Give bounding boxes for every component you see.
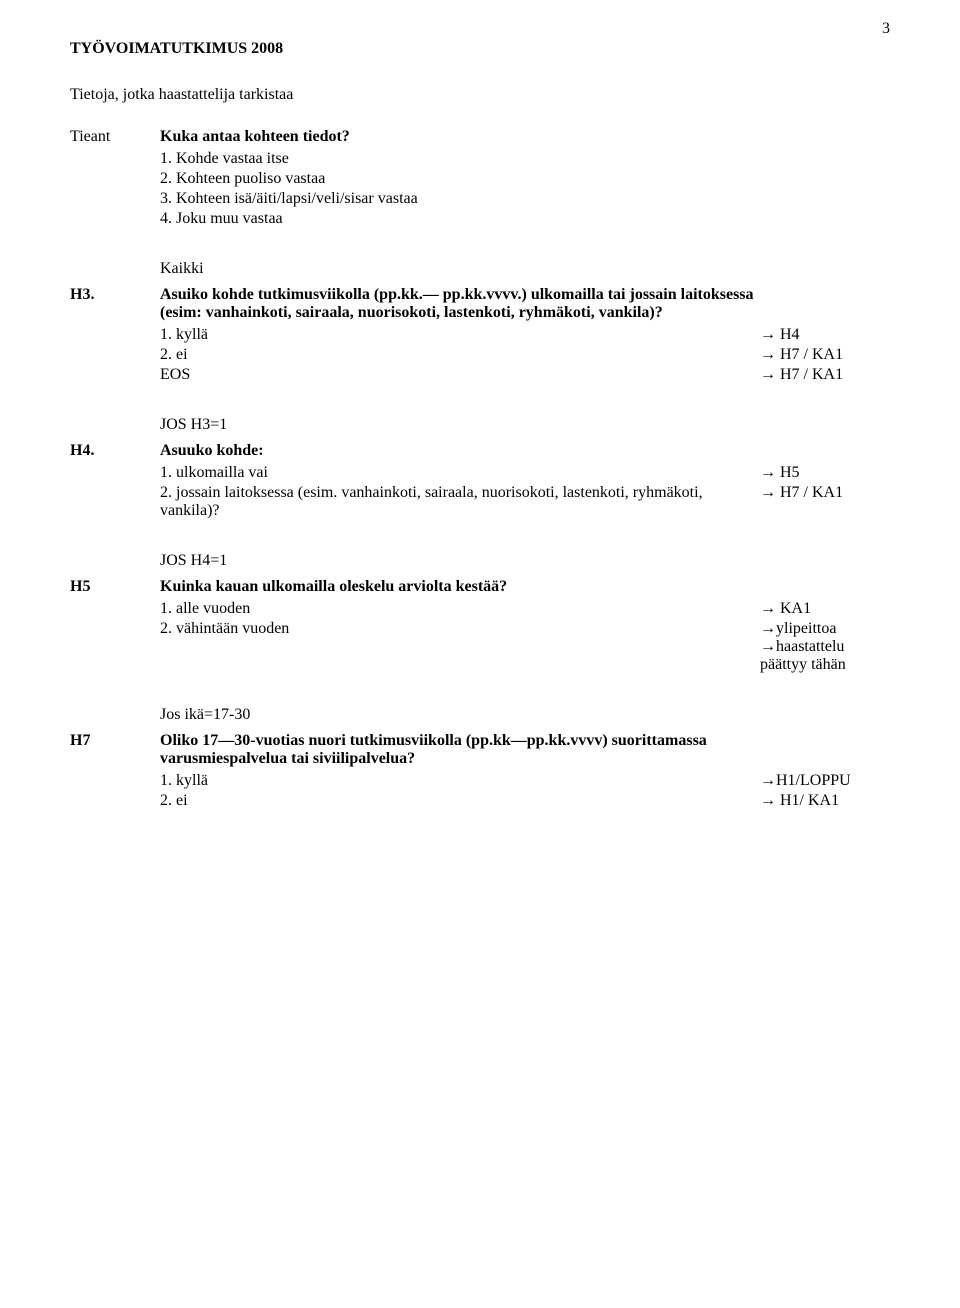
option-text: 4. Joku muu vastaa	[160, 210, 760, 228]
option-arrow: → H4	[760, 326, 890, 344]
question-h3: Kaikki H3. Asuiko kohde tutkimusviikolla…	[70, 260, 890, 386]
option-arrow: → H7 / KA1	[760, 366, 890, 384]
option-text: 2. ei	[160, 792, 760, 810]
h4-pre: JOS H3=1	[160, 416, 890, 434]
question-h7: Jos ikä=17-30 H7 Oliko 17—30-vuotias nuo…	[70, 706, 890, 812]
option-arrow: →H1/LOPPU	[760, 772, 890, 790]
option-arrow: → H7 / KA1	[760, 484, 890, 502]
tieant-option: 3. Kohteen isä/äiti/lapsi/veli/sisar vas…	[160, 190, 760, 208]
h7-option: 2. ei → H1/ KA1	[160, 792, 890, 810]
h7-label: H7	[70, 732, 160, 750]
option-text: 1. Kohde vastaa itse	[160, 150, 760, 168]
h4-label: H4.	[70, 442, 160, 460]
document-subtitle: Tietoja, jotka haastattelija tarkistaa	[70, 86, 890, 104]
h4-option: 2. jossain laitoksessa (esim. vanhainkot…	[160, 484, 890, 520]
option-text: EOS	[160, 366, 760, 384]
document-title: TYÖVOIMATUTKIMUS 2008	[70, 40, 890, 58]
h5-option: 1. alle vuoden → KA1	[160, 600, 890, 618]
option-text: 2. vähintään vuoden	[160, 620, 760, 638]
h3-option: EOS → H7 / KA1	[160, 366, 890, 384]
option-text: 1. kyllä	[160, 326, 760, 344]
h7-question: Oliko 17—30-vuotias nuori tutkimusviikol…	[160, 732, 760, 768]
option-text: 3. Kohteen isä/äiti/lapsi/veli/sisar vas…	[160, 190, 760, 208]
question-tieant: Tieant Kuka antaa kohteen tiedot? 1. Koh…	[70, 128, 890, 230]
option-arrow: →ylipeittoa →haastattelu päättyy tähän	[760, 620, 890, 674]
option-arrow: → H1/ KA1	[760, 792, 890, 810]
h5-question: Kuinka kauan ulkomailla oleskelu arviolt…	[160, 578, 760, 596]
option-text: 1. alle vuoden	[160, 600, 760, 618]
h4-question: Asuuko kohde:	[160, 442, 760, 460]
h5-option: 2. vähintään vuoden →ylipeittoa →haastat…	[160, 620, 890, 674]
tieant-option: 1. Kohde vastaa itse	[160, 150, 760, 168]
tieant-label: Tieant	[70, 128, 160, 146]
option-arrow: → H7 / KA1	[760, 346, 890, 364]
h3-option: 2. ei → H7 / KA1	[160, 346, 890, 364]
h5-pre: JOS H4=1	[160, 552, 890, 570]
option-arrow: → H5	[760, 464, 890, 482]
h3-question: Asuiko kohde tutkimusviikolla (pp.kk.— p…	[160, 286, 760, 322]
h5-label: H5	[70, 578, 160, 596]
h3-pre: Kaikki	[160, 260, 890, 278]
document-page: 3 TYÖVOIMATUTKIMUS 2008 Tietoja, jotka h…	[0, 0, 960, 1308]
option-text: 2. jossain laitoksessa (esim. vanhainkot…	[160, 484, 760, 520]
option-text: 1. kyllä	[160, 772, 760, 790]
option-text: 2. Kohteen puoliso vastaa	[160, 170, 760, 188]
page-number: 3	[882, 20, 890, 38]
h3-label: H3.	[70, 286, 160, 304]
option-arrow: → KA1	[760, 600, 890, 618]
h7-option: 1. kyllä →H1/LOPPU	[160, 772, 890, 790]
question-h4: JOS H3=1 H4. Asuuko kohde: 1. ulkomailla…	[70, 416, 890, 522]
h4-option: 1. ulkomailla vai → H5	[160, 464, 890, 482]
tieant-option: 4. Joku muu vastaa	[160, 210, 760, 228]
tieant-option: 2. Kohteen puoliso vastaa	[160, 170, 760, 188]
h7-pre: Jos ikä=17-30	[160, 706, 890, 724]
option-text: 2. ei	[160, 346, 760, 364]
option-text: 1. ulkomailla vai	[160, 464, 760, 482]
tieant-question: Kuka antaa kohteen tiedot?	[160, 128, 760, 146]
question-h5: JOS H4=1 H5 Kuinka kauan ulkomailla oles…	[70, 552, 890, 676]
h3-option: 1. kyllä → H4	[160, 326, 890, 344]
